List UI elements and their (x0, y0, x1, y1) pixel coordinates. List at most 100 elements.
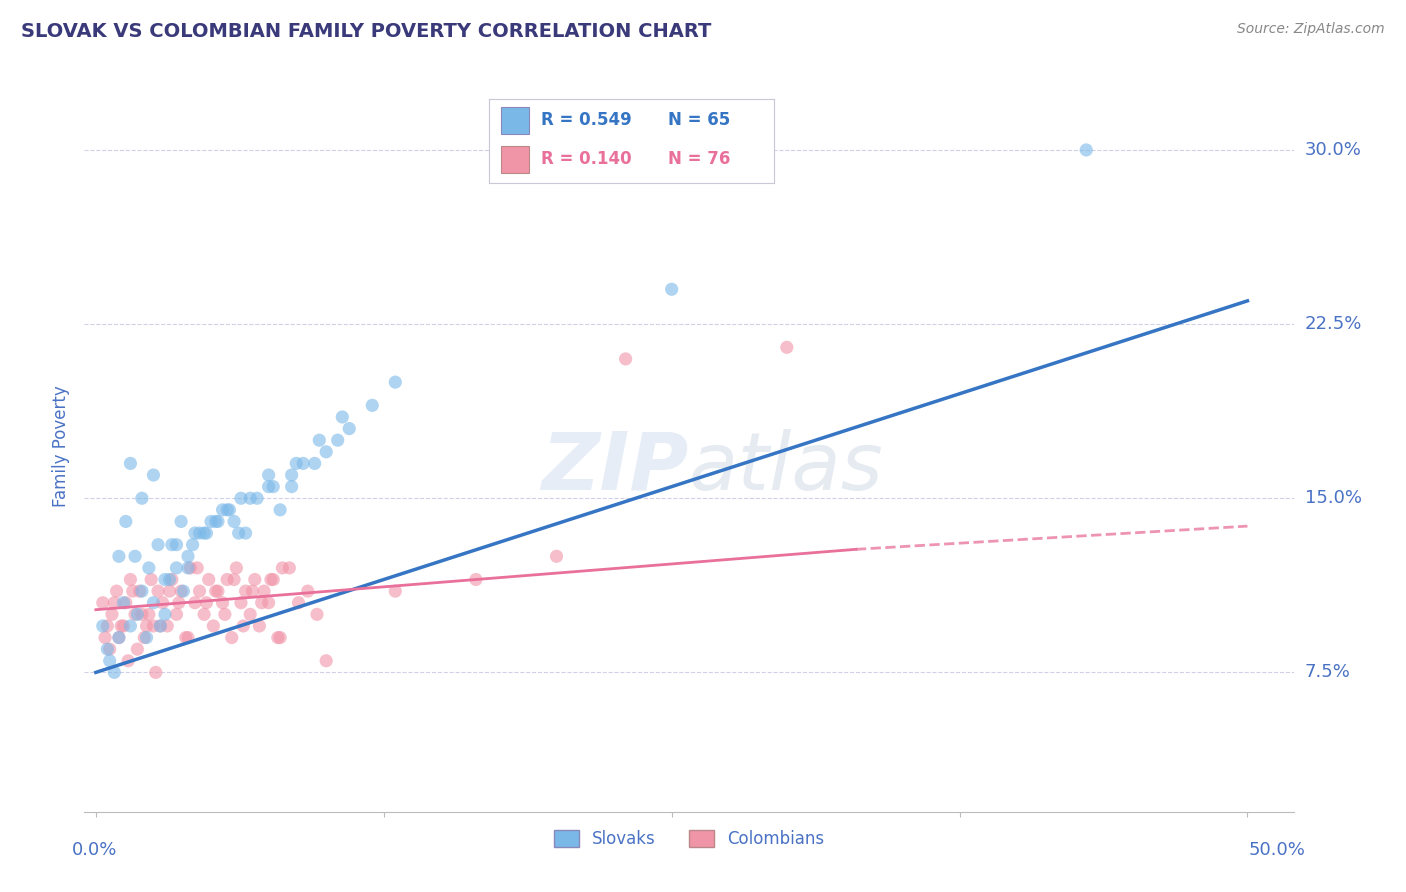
Point (217, 503, 239, 517)
Point (308, 433, 330, 447)
Point (195, 596, 218, 610)
Point (546, 549, 568, 564)
Point (188, 584, 211, 599)
Point (280, 468, 302, 483)
Point (96, 642, 118, 657)
Point (361, 398, 384, 412)
Point (260, 573, 283, 587)
Point (218, 503, 240, 517)
Point (172, 584, 194, 599)
Point (110, 619, 132, 633)
Text: 0.0%: 0.0% (72, 841, 118, 859)
Point (225, 561, 247, 575)
Point (120, 457, 142, 471)
Point (138, 607, 160, 622)
Point (278, 561, 301, 575)
Point (257, 596, 280, 610)
Point (207, 584, 229, 599)
Point (121, 584, 143, 599)
Point (217, 573, 239, 587)
Point (127, 607, 149, 622)
Point (96, 619, 118, 633)
Point (146, 538, 169, 552)
Point (103, 665, 125, 680)
Point (271, 561, 294, 575)
Point (91, 596, 114, 610)
Point (232, 619, 254, 633)
Point (117, 654, 139, 668)
Legend: Slovaks, Colombians: Slovaks, Colombians (547, 823, 831, 855)
Point (614, 351, 637, 366)
Point (304, 457, 326, 471)
Point (464, 573, 486, 587)
Point (195, 526, 218, 541)
Point (131, 607, 153, 622)
Point (112, 596, 135, 610)
Point (661, 282, 683, 296)
Text: SLOVAK VS COLOMBIAN FAMILY POVERTY CORRELATION CHART: SLOVAK VS COLOMBIAN FAMILY POVERTY CORRE… (21, 22, 711, 41)
Point (94, 631, 117, 645)
Point (287, 596, 309, 610)
Point (253, 584, 276, 599)
Point (247, 619, 270, 633)
Point (149, 619, 172, 633)
Point (153, 607, 176, 622)
Point (776, 340, 799, 354)
Point (184, 596, 207, 610)
Point (305, 607, 328, 622)
Point (207, 515, 229, 529)
Point (211, 596, 233, 610)
Point (262, 573, 284, 587)
Point (149, 619, 172, 633)
Point (188, 526, 211, 541)
Point (257, 468, 280, 483)
Point (257, 480, 280, 494)
Point (120, 619, 142, 633)
Point (160, 573, 183, 587)
Point (200, 515, 222, 529)
Point (170, 515, 193, 529)
Point (159, 584, 181, 599)
Point (297, 584, 319, 599)
Point (105, 584, 128, 599)
Text: 50.0%: 50.0% (1249, 841, 1306, 859)
Point (193, 526, 215, 541)
Point (114, 515, 136, 529)
Point (177, 561, 200, 575)
Point (124, 549, 146, 564)
Text: 15.0%: 15.0% (1305, 489, 1361, 508)
Point (166, 561, 188, 575)
Point (166, 607, 188, 622)
Y-axis label: Family Poverty: Family Poverty (52, 385, 70, 507)
Text: ZIP: ZIP (541, 429, 689, 507)
Point (269, 631, 291, 645)
Point (267, 631, 290, 645)
Text: Source: ZipAtlas.com: Source: ZipAtlas.com (1237, 22, 1385, 37)
Point (141, 573, 163, 587)
Point (101, 607, 124, 622)
Point (235, 526, 257, 541)
Point (285, 457, 308, 471)
Point (142, 619, 165, 633)
Text: 30.0%: 30.0% (1305, 141, 1361, 159)
Point (221, 631, 243, 645)
Point (242, 584, 264, 599)
Point (239, 607, 262, 622)
Point (145, 665, 167, 680)
Point (174, 631, 197, 645)
Point (120, 573, 142, 587)
Point (197, 573, 219, 587)
Point (142, 468, 165, 483)
Point (326, 433, 349, 447)
Point (131, 491, 153, 506)
Point (91, 619, 114, 633)
Point (98, 642, 121, 657)
Point (211, 503, 233, 517)
Point (269, 503, 291, 517)
Point (177, 631, 200, 645)
Point (131, 584, 153, 599)
Point (167, 596, 190, 610)
Point (280, 480, 302, 494)
Point (315, 654, 337, 668)
Text: 7.5%: 7.5% (1305, 664, 1351, 681)
